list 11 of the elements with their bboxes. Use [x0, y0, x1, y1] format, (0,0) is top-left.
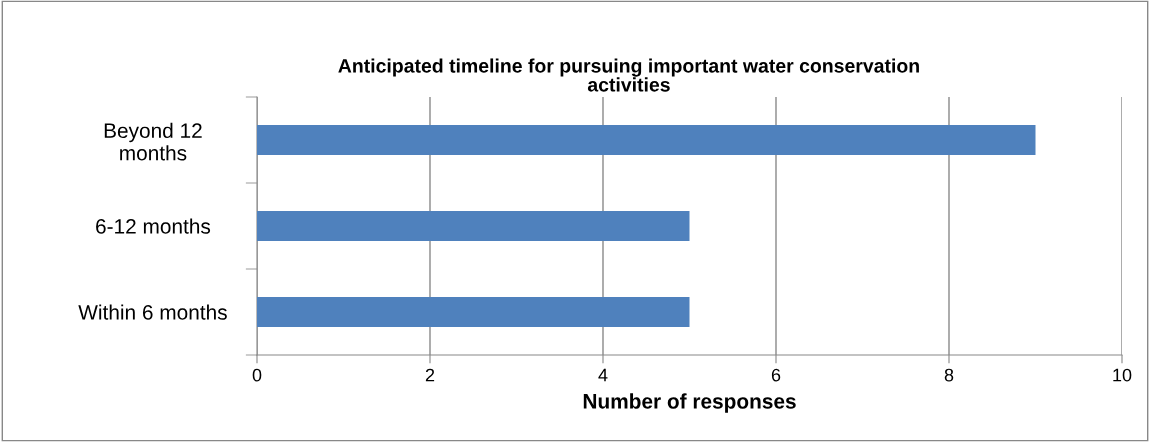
y-tick-label: 6-12 months [96, 218, 211, 234]
y-tick-label: Within 6 months [78, 304, 227, 320]
x-tick-label: 2 [425, 368, 435, 382]
x-tick-label: 6 [771, 368, 781, 382]
x-tick-label: 8 [944, 368, 954, 382]
x-tick-label: 0 [252, 368, 262, 382]
chart-title: Anticipated timeline for pursuing important water conservation activities [338, 58, 919, 92]
x-tick-label: 10 [1113, 368, 1132, 382]
x-axis-title: Number of responses [583, 393, 796, 413]
y-tick-label: Beyond 12 months [104, 122, 202, 161]
x-tick-label: 4 [598, 368, 608, 382]
